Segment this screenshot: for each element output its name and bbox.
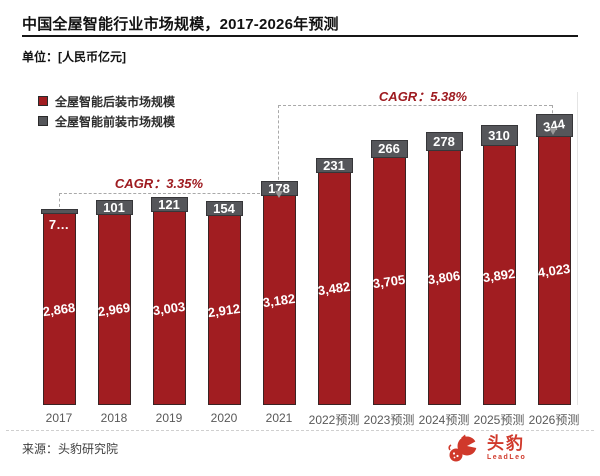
- bar-rear-2020: [207, 201, 241, 405]
- bar-front-2019: [150, 197, 188, 212]
- front-value-label-2019: 121: [158, 197, 180, 212]
- logo-name: 头豹: [487, 434, 525, 453]
- front-value-label-2021: 178: [268, 181, 290, 196]
- legend-item-front-install: 全屋智能前装市场规模: [38, 114, 176, 129]
- bar-rear-2024预测: [427, 132, 461, 405]
- bar-rear-2018: [97, 200, 131, 405]
- title-divider: [22, 35, 578, 37]
- bar-front-2024预测: [425, 132, 463, 151]
- axis-label-2026预测: 2026预测: [528, 413, 580, 427]
- bar-front-2025预测: [480, 125, 518, 146]
- footer-divider: [6, 430, 594, 431]
- axis-label-2020: 2020: [210, 411, 238, 425]
- axis-label-2023预测: 2023预测: [363, 413, 415, 427]
- front-value-label-2020: 154: [213, 201, 235, 216]
- bar-front-2026预测: [535, 114, 573, 137]
- axis-label-2017: 2017: [45, 411, 73, 425]
- legend-item-rear-install: 全屋智能后装市场规模: [38, 94, 176, 109]
- cagr-2021-2026-left-tick: [278, 105, 279, 185]
- front-value-label-2023预测: 266: [378, 141, 400, 156]
- axis-label-2021: 2021: [265, 411, 293, 425]
- axis-label-2024预测: 2024预测: [418, 413, 470, 427]
- axis-label-2018: 2018: [100, 411, 128, 425]
- front-value-label-2024预测: 278: [433, 134, 455, 149]
- axis-label-2022预测: 2022预测: [308, 413, 360, 427]
- front-value-label-2025预测: 310: [488, 128, 510, 143]
- cagr-2017-2021-tick: [59, 193, 60, 207]
- bar-front-2017: [40, 209, 78, 214]
- cagr-label-2017-2021: CAGR：3.35%: [114, 176, 204, 191]
- bar-rear-2022预测: [317, 158, 351, 405]
- axis-label-2019: 2019: [155, 411, 183, 425]
- legend-swatch-gray: [38, 116, 48, 126]
- cagr-label-2021-2026: CAGR：5.38%: [378, 89, 468, 104]
- legend-label: 全屋智能前装市场规模: [55, 114, 176, 129]
- cagr-2021-2026-line: [278, 105, 552, 106]
- bar-rear-2023预测: [372, 140, 406, 405]
- bar-front-2018: [95, 200, 133, 215]
- front-value-label-2026预测: 344: [542, 116, 566, 135]
- front-value-label-2018: 101: [103, 200, 125, 215]
- arrow-down-icon: [275, 191, 283, 198]
- unit-label: 单位：[人民币亿元]: [22, 50, 126, 64]
- bar-front-2022预测: [315, 158, 353, 173]
- bar-rear-2026预测: [537, 114, 571, 405]
- bar-rear-2017: [42, 209, 76, 405]
- plot-right-border: [577, 92, 578, 405]
- legend-swatch-red: [38, 96, 48, 106]
- bar-rear-2021: [262, 181, 296, 405]
- cagr-2017-2021-line: [59, 193, 260, 194]
- bar-rear-2025预测: [482, 125, 516, 405]
- legend-label: 全屋智能后装市场规模: [55, 94, 176, 109]
- front-value-label-2022预测: 231: [323, 158, 345, 173]
- axis-label-2025预测: 2025预测: [473, 413, 525, 427]
- leopard-icon: [448, 434, 482, 462]
- logo-subtext: LeadLeo: [487, 454, 527, 461]
- leadleo-logo: 头豹 LeadLeo: [448, 434, 568, 468]
- bar-front-2020: [205, 201, 243, 216]
- front-value-label-2017: 7…: [48, 217, 70, 232]
- bar-front-2023预测: [370, 140, 408, 158]
- source-note: 来源：头豹研究院: [22, 442, 119, 456]
- page-title: 中国全屋智能行业市场规模，2017-2026年预测: [22, 16, 339, 33]
- arrow-down-icon: [549, 128, 557, 135]
